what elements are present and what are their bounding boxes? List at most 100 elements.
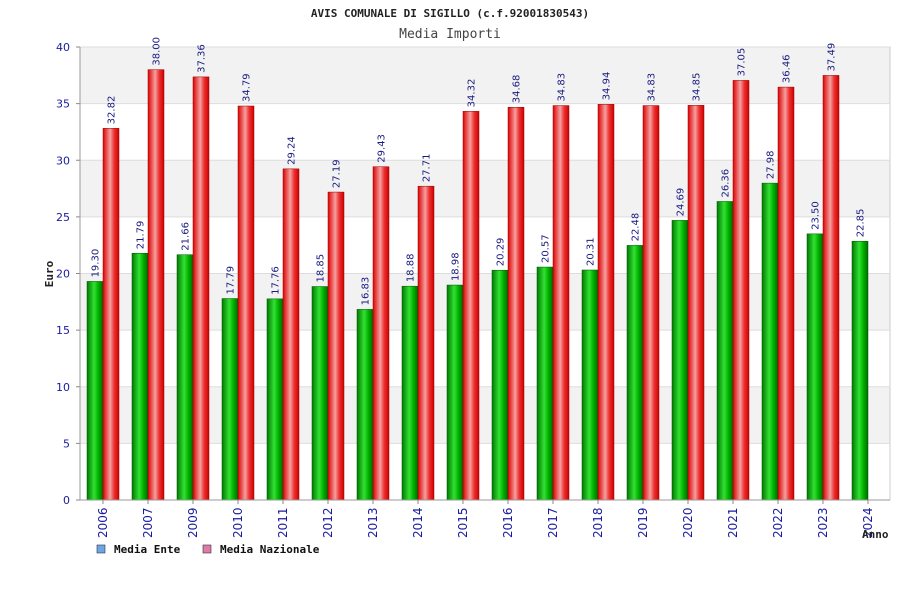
x-tick-label: 2020	[681, 507, 695, 538]
x-tick-label: 2022	[771, 507, 785, 538]
x-tick-label: 2009	[186, 507, 200, 538]
x-tick-label: 2012	[321, 507, 335, 538]
plot-background	[79, 46, 891, 501]
bar-media-nazionale	[192, 76, 210, 501]
value-label: 34.68	[512, 75, 523, 104]
value-label: 34.83	[557, 73, 568, 102]
bars	[86, 69, 869, 501]
bar-media-nazionale	[147, 69, 165, 501]
y-tick-label: 0	[63, 494, 70, 507]
legend-label-media-ente: Media Ente	[114, 543, 181, 556]
value-label: 19.30	[91, 249, 102, 278]
legend-swatch-media-nazionale	[202, 544, 212, 554]
value-label: 37.49	[827, 43, 838, 72]
x-tick-label: 2010	[231, 507, 245, 538]
bar-media-ente	[401, 285, 419, 501]
bar-media-ente	[446, 284, 464, 501]
value-label: 27.19	[332, 159, 343, 188]
bar-media-nazionale	[282, 168, 300, 501]
value-label: 22.48	[631, 213, 642, 242]
bar-media-ente	[806, 233, 824, 501]
y-tick-label: 35	[56, 98, 70, 111]
legend-swatch-media-ente	[96, 544, 106, 554]
value-label: 32.82	[107, 96, 118, 125]
value-label: 23.50	[811, 201, 822, 230]
bar-media-nazionale	[597, 104, 615, 501]
bar-media-ente	[221, 298, 239, 501]
x-tick-label: 2018	[591, 507, 605, 538]
y-axis: 0 5 10 15 20 25 30 35 40	[56, 41, 81, 507]
bar-media-ente	[311, 286, 329, 501]
value-label: 17.76	[271, 266, 282, 295]
value-label: 17.79	[226, 266, 237, 295]
plot-band	[80, 103, 890, 161]
bar-media-nazionale	[687, 105, 705, 501]
y-axis-label: Euro	[43, 260, 56, 287]
bar-media-nazionale	[327, 191, 345, 501]
value-label: 22.85	[856, 209, 867, 238]
value-label: 29.43	[377, 134, 388, 163]
y-tick-label: 5	[63, 437, 70, 450]
y-tick-label: 10	[56, 381, 70, 394]
value-label: 20.29	[496, 238, 507, 267]
value-labels: 19.30 32.82 21.79 38.00 21.66 37.36 17.79 34.79…	[91, 37, 867, 305]
x-tick-label: 2007	[141, 507, 155, 538]
bar-media-ente	[671, 220, 689, 501]
bar-media-ente	[626, 245, 644, 501]
bar-media-nazionale	[372, 166, 390, 501]
x-tick-label: 2019	[636, 507, 650, 538]
x-tick-label: 2013	[366, 507, 380, 538]
x-tick-label: 2006	[96, 507, 110, 538]
x-axis-label: Anno	[862, 528, 889, 541]
value-label: 27.71	[422, 154, 433, 183]
chart-subtitle: Media Importi	[399, 27, 501, 42]
value-label: 18.85	[316, 254, 327, 283]
value-label: 34.79	[242, 73, 253, 102]
plot-band	[80, 160, 890, 217]
bar-media-ente	[176, 254, 194, 501]
legend-label-media-nazionale: Media Nazionale	[220, 543, 320, 556]
value-label: 34.94	[602, 72, 613, 101]
x-tick-label: 2015	[456, 507, 470, 538]
legend: Media Ente Media Nazionale	[96, 543, 320, 556]
plot-band	[80, 443, 890, 500]
bar-media-ente	[581, 269, 599, 501]
value-label: 34.83	[647, 73, 658, 102]
y-tick-label: 30	[56, 154, 70, 167]
plot-band	[80, 330, 890, 387]
bar-media-nazionale	[732, 80, 750, 501]
value-label: 34.32	[467, 79, 478, 108]
bar-media-ente	[266, 298, 284, 501]
y-tick-label: 25	[56, 211, 70, 224]
bar-media-ente	[716, 201, 734, 501]
x-axis: 2006 2007 2009 2010 2011 2012 2013 2014 2015 2016…	[80, 499, 890, 538]
x-tick-label: 2014	[411, 507, 425, 538]
bar-media-ente	[851, 240, 869, 501]
plot-band	[80, 216, 890, 274]
bar-media-ente	[536, 266, 554, 501]
plot-band	[80, 273, 890, 331]
plot-band	[80, 47, 890, 104]
bar-media-nazionale	[102, 128, 120, 501]
value-label: 20.31	[586, 237, 597, 266]
bar-media-nazionale	[552, 105, 570, 501]
bar-media-nazionale	[822, 75, 840, 501]
bar-media-nazionale	[237, 105, 255, 501]
bar-media-ente	[491, 269, 509, 501]
value-label: 37.05	[737, 48, 748, 77]
value-label: 18.88	[406, 254, 417, 283]
value-label: 36.46	[782, 54, 793, 83]
bar-media-nazionale	[642, 105, 660, 501]
x-tick-label: 2017	[546, 507, 560, 538]
x-tick-label: 2024	[861, 507, 875, 538]
x-tick-label: 2021	[726, 507, 740, 538]
y-tick-label: 40	[56, 41, 70, 54]
bar-media-nazionale	[417, 185, 435, 501]
value-label: 26.36	[721, 169, 732, 198]
bar-media-ente	[131, 252, 149, 501]
value-label: 16.83	[361, 277, 372, 306]
bar-media-ente	[761, 182, 779, 501]
value-label: 21.79	[136, 221, 147, 250]
plot-band	[80, 386, 890, 444]
